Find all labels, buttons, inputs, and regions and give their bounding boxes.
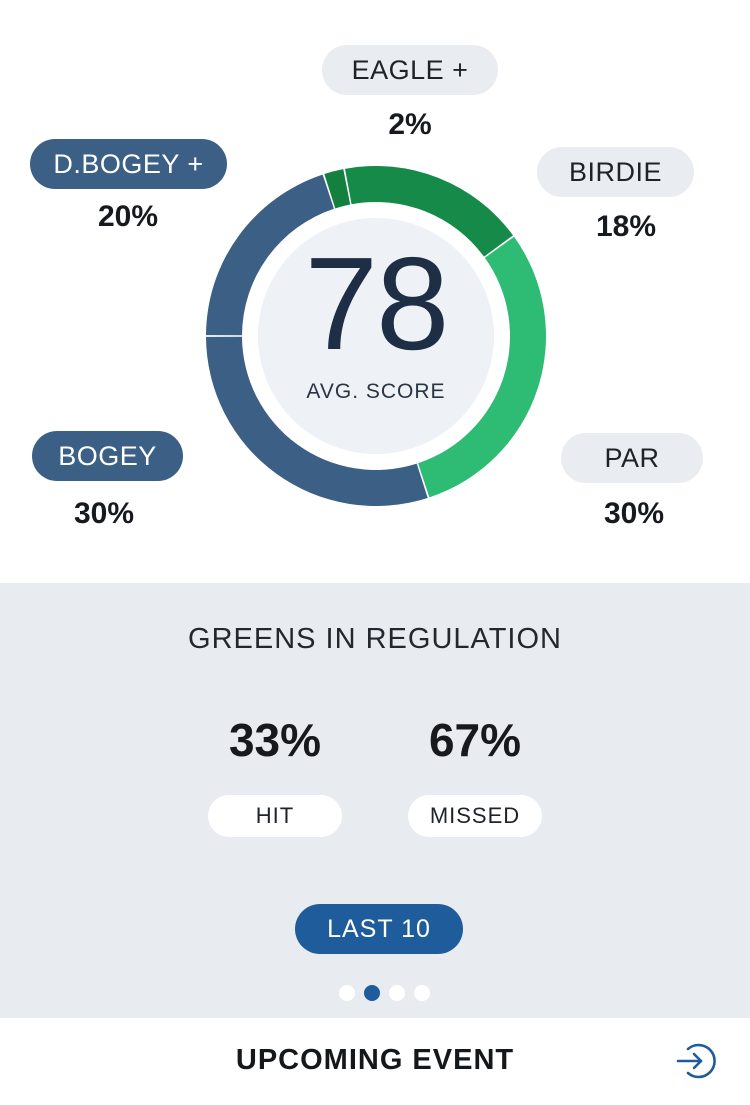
upcoming-event-bar[interactable]: UPCOMING EVENT bbox=[0, 1018, 750, 1105]
page-indicator[interactable] bbox=[339, 985, 430, 1001]
birdie-percent: 18% bbox=[595, 210, 657, 243]
donut-segment-par bbox=[418, 236, 546, 498]
gir-missed-percent: 67% bbox=[428, 714, 522, 766]
page-dot-active[interactable] bbox=[364, 985, 380, 1001]
gir-hit-label: HIT bbox=[208, 795, 342, 837]
upcoming-event-label: UPCOMING EVENT bbox=[235, 1044, 515, 1076]
birdie-label: BIRDIE bbox=[537, 147, 694, 197]
gir-missed-label: MISSED bbox=[408, 795, 542, 837]
bogey-label: BOGEY bbox=[32, 431, 183, 481]
score-donut-chart bbox=[206, 166, 546, 507]
gir-hit-percent: 33% bbox=[228, 714, 322, 766]
greens-in-regulation-panel: GREENS IN REGULATION 33% 67% HIT MISSED … bbox=[0, 583, 750, 1018]
page-dot[interactable] bbox=[389, 985, 405, 1001]
donut-segment-birdie bbox=[345, 166, 514, 257]
double-bogey-label: D.BOGEY + bbox=[30, 139, 227, 189]
double-bogey-percent: 20% bbox=[97, 200, 159, 233]
donut-center-disc bbox=[258, 218, 494, 454]
eagle-label: EAGLE + bbox=[322, 45, 498, 95]
last-10-filter-button[interactable]: LAST 10 bbox=[295, 904, 463, 954]
par-percent: 30% bbox=[603, 497, 665, 530]
eagle-percent: 2% bbox=[388, 108, 432, 141]
gir-title: GREENS IN REGULATION bbox=[188, 623, 562, 655]
score-distribution-panel: EAGLE + 2% BIRDIE 18% PAR 30% BOGEY 30% … bbox=[30, 45, 703, 530]
enter-arrow-icon[interactable] bbox=[674, 1040, 716, 1082]
bogey-percent: 30% bbox=[73, 497, 135, 530]
donut-segment-double-bogey bbox=[206, 174, 334, 336]
average-score-label: AVG. SCORE bbox=[306, 380, 446, 403]
page-dot[interactable] bbox=[339, 985, 355, 1001]
page-dot[interactable] bbox=[414, 985, 430, 1001]
donut-segment-eagle bbox=[324, 169, 351, 209]
par-label: PAR bbox=[561, 433, 703, 483]
donut-segment-bogey bbox=[206, 336, 428, 507]
average-score-value: 78 bbox=[304, 230, 450, 377]
